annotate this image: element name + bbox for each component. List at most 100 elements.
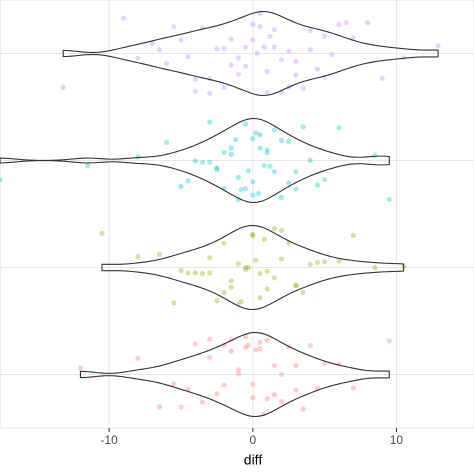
point: [386, 338, 392, 344]
point: [228, 145, 234, 151]
point: [135, 154, 141, 160]
point: [271, 226, 277, 232]
point: [120, 15, 127, 21]
point: [271, 127, 277, 133]
point: [255, 190, 262, 197]
point: [245, 168, 252, 174]
point: [192, 76, 198, 82]
point: [257, 345, 263, 352]
point: [350, 385, 356, 391]
point: [293, 58, 299, 64]
point: [232, 136, 239, 143]
point: [235, 371, 242, 377]
point: [185, 270, 191, 276]
point: [264, 286, 270, 292]
point: [214, 46, 220, 52]
point: [250, 192, 256, 198]
point: [171, 381, 177, 387]
point: [164, 60, 170, 67]
point: [261, 162, 267, 169]
point: [322, 176, 328, 183]
point: [257, 23, 263, 30]
point: [293, 169, 299, 175]
point: [286, 138, 292, 145]
point: [135, 355, 141, 361]
point: [207, 90, 213, 96]
point: [271, 44, 277, 50]
point: [250, 179, 256, 185]
point: [336, 124, 342, 131]
point: [250, 381, 256, 387]
point: [77, 365, 84, 371]
point: [214, 298, 220, 304]
point: [214, 166, 220, 172]
point: [156, 251, 163, 257]
point: [264, 396, 270, 402]
point: [329, 52, 335, 58]
point: [386, 196, 392, 202]
point: [135, 55, 141, 61]
point: [243, 334, 249, 340]
point: [250, 37, 256, 43]
point: [235, 55, 242, 61]
point: [207, 255, 213, 261]
point: [99, 230, 105, 237]
point: [307, 47, 313, 53]
point: [250, 233, 256, 239]
point: [278, 194, 285, 200]
panel: [0, 0, 474, 429]
point: [185, 54, 191, 60]
point: [221, 240, 227, 246]
x-axis-title: diff: [244, 452, 263, 468]
point: [228, 348, 234, 354]
point: [264, 268, 270, 274]
point: [238, 187, 244, 193]
point: [271, 362, 277, 369]
point: [214, 391, 220, 397]
point: [192, 158, 198, 164]
point: [372, 264, 378, 271]
point: [278, 398, 285, 405]
point: [314, 182, 321, 188]
violin: [101, 224, 405, 311]
point: [278, 256, 285, 262]
point: [350, 35, 356, 41]
point: [60, 84, 66, 90]
point: [379, 75, 385, 82]
x-tick-label: -10: [100, 433, 118, 447]
point: [135, 254, 141, 260]
point: [221, 45, 227, 51]
point: [238, 298, 244, 305]
x-tick-label: 0: [249, 433, 256, 447]
point: [253, 130, 259, 136]
point: [245, 264, 252, 270]
point: [278, 137, 285, 144]
point: [350, 232, 356, 238]
point: [243, 63, 249, 69]
point: [235, 261, 242, 267]
point: [322, 33, 328, 39]
point: [278, 56, 285, 63]
point: [243, 121, 249, 127]
point: [207, 270, 213, 276]
point: [267, 163, 273, 169]
violin: [79, 331, 390, 418]
point: [214, 165, 220, 171]
point: [178, 267, 184, 274]
point: [264, 68, 270, 74]
point: [192, 270, 198, 276]
point: [293, 283, 299, 289]
point: [307, 261, 313, 268]
point: [365, 20, 371, 26]
point: [307, 342, 313, 349]
point: [286, 180, 292, 186]
point: [257, 339, 263, 345]
point: [178, 183, 184, 189]
point: [228, 36, 234, 42]
point: [199, 399, 206, 405]
point: [253, 257, 259, 263]
point: [250, 136, 256, 142]
point: [156, 47, 163, 53]
point: [264, 337, 270, 343]
